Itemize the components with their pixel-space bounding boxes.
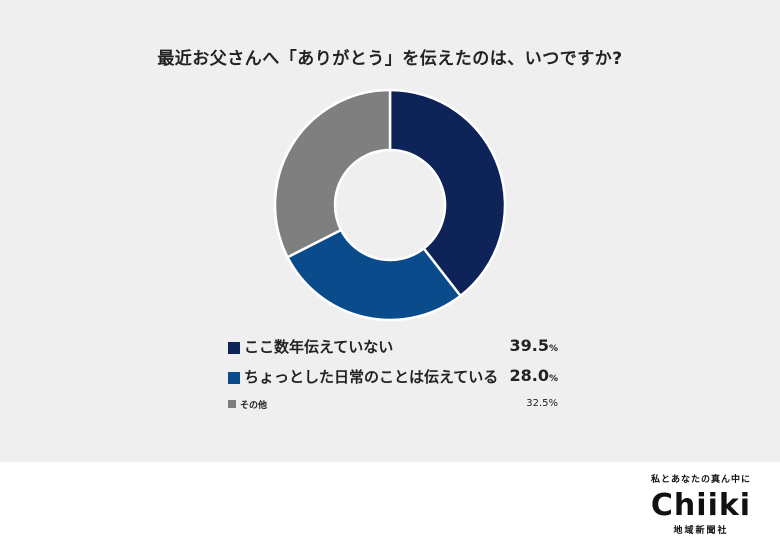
brand-logo: 私とあなたの真ん中に Chiiki 地域新聞社 xyxy=(636,472,766,536)
legend-value-other: 32.5% xyxy=(526,398,558,409)
chart-title: 最近お父さんへ「ありがとう」を伝えたのは、いつですか? xyxy=(157,49,623,69)
legend-swatch-daily xyxy=(228,372,240,384)
value-number: 28.0 xyxy=(509,366,549,385)
value-number: 39.5 xyxy=(509,336,549,355)
legend-value-not-told: 39.5% xyxy=(509,336,558,355)
legend-label-daily: ちょっとした日常のことは伝えている xyxy=(244,368,499,386)
logo-subtitle: 地域新聞社 xyxy=(673,526,729,536)
legend-label-not-told: ここ数年伝えていない xyxy=(244,338,394,356)
slice-not-told xyxy=(388,88,507,298)
slice-daily xyxy=(285,228,463,322)
donut-chart xyxy=(273,88,507,322)
unit-label: % xyxy=(548,398,558,409)
legend-label-other: その他 xyxy=(240,401,268,411)
legend-item-other: その他 32.5% xyxy=(228,398,558,424)
legend-swatch-not-told xyxy=(228,342,240,354)
legend-swatch-other xyxy=(228,400,236,408)
legend-item-not-told: ここ数年伝えていない 39.5% xyxy=(228,336,558,362)
logo-tagline: 私とあなたの真ん中に xyxy=(650,475,751,485)
legend-item-daily: ちょっとした日常のことは伝えている 28.0% xyxy=(228,366,558,392)
legend-value-daily: 28.0% xyxy=(509,366,558,385)
unit-label: % xyxy=(548,374,558,384)
logo-name: Chiiki xyxy=(650,488,752,523)
value-number: 32.5 xyxy=(526,398,549,409)
unit-label: % xyxy=(548,344,558,354)
chart-panel: 最近お父さんへ「ありがとう」を伝えたのは、いつですか? ここ数年伝えていない 3… xyxy=(0,0,780,462)
slice-other xyxy=(273,88,392,259)
